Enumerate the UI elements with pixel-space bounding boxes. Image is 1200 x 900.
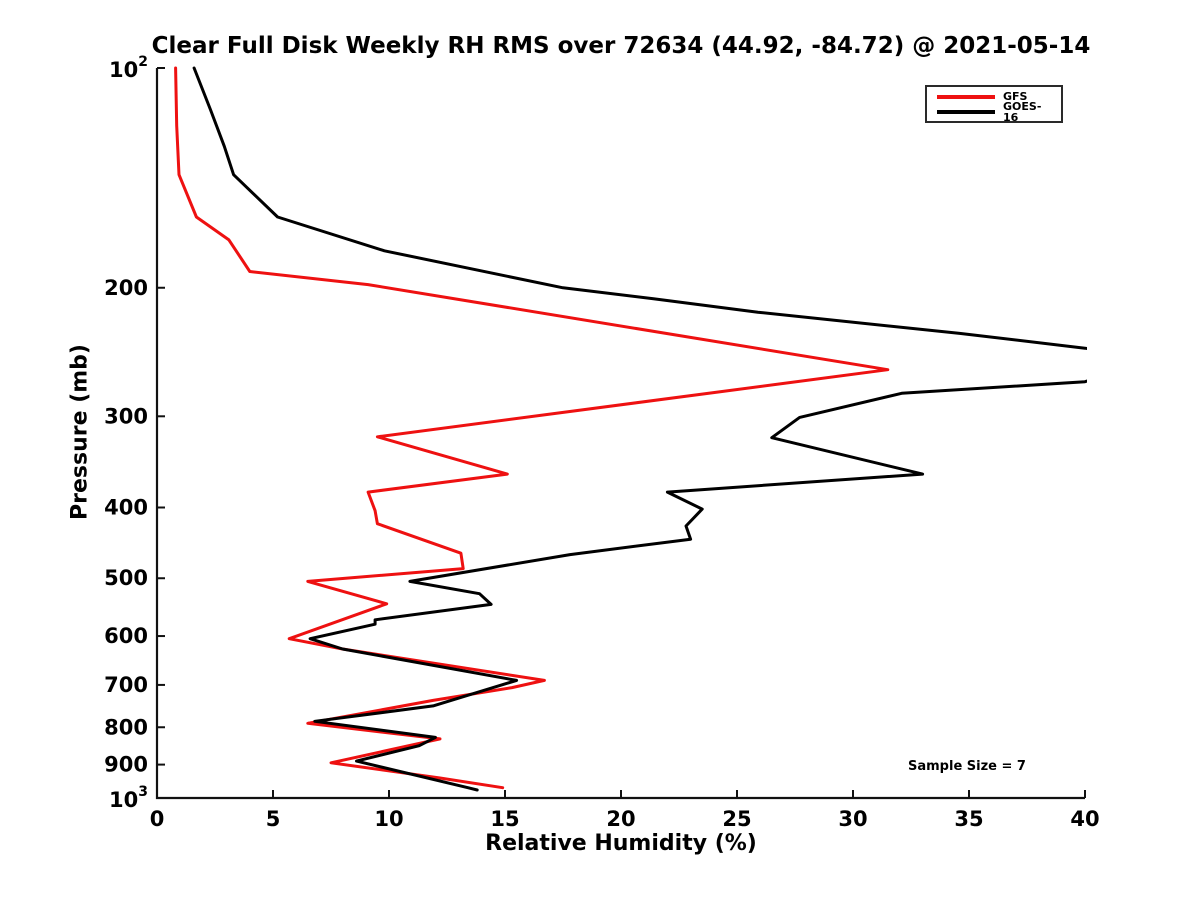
- y-tick-label: 300: [104, 404, 148, 428]
- x-tick-label: 10: [374, 807, 403, 831]
- y-tick-label: 400: [104, 496, 148, 520]
- y-tick-label: 600: [104, 624, 148, 648]
- x-tick-label: 40: [1070, 807, 1099, 831]
- y-tick-label: 900: [104, 753, 148, 777]
- legend-item-goes-16: GOES-16: [937, 101, 1055, 123]
- y-tick-label: 800: [104, 715, 148, 739]
- sample-size-annotation: Sample Size = 7: [908, 759, 1026, 774]
- y-tick-label: 700: [104, 673, 148, 697]
- x-tick-label: 25: [722, 807, 751, 831]
- y-tick-label: 102: [109, 54, 148, 82]
- legend-line-swatch: [937, 94, 995, 99]
- y-tick-label: 500: [104, 566, 148, 590]
- y-axis-label: Pressure (mb): [67, 344, 93, 520]
- series-line-goes-16: [192, 66, 1087, 792]
- x-tick-label: 0: [150, 807, 165, 831]
- legend: GFS GOES-16: [925, 85, 1063, 123]
- x-tick-label: 5: [266, 807, 281, 831]
- legend-line-swatch: [937, 109, 995, 114]
- legend-label: GFS: [1003, 90, 1028, 103]
- chart-title: Clear Full Disk Weekly RH RMS over 72634…: [151, 33, 1091, 59]
- x-tick-label: 30: [838, 807, 867, 831]
- axis-spines: [155, 68, 1085, 800]
- y-tick-label: 200: [104, 276, 148, 300]
- x-axis-label: Relative Humidity (%): [485, 831, 757, 856]
- x-tick-label: 35: [954, 807, 983, 831]
- legend-item-gfs: GFS: [937, 90, 1055, 103]
- x-tick-label: 20: [606, 807, 635, 831]
- series-line-gfs: [174, 66, 890, 790]
- y-tick-label: 103: [109, 784, 148, 812]
- legend-label: GOES-16: [1003, 99, 1042, 124]
- x-tick-label: 15: [490, 807, 519, 831]
